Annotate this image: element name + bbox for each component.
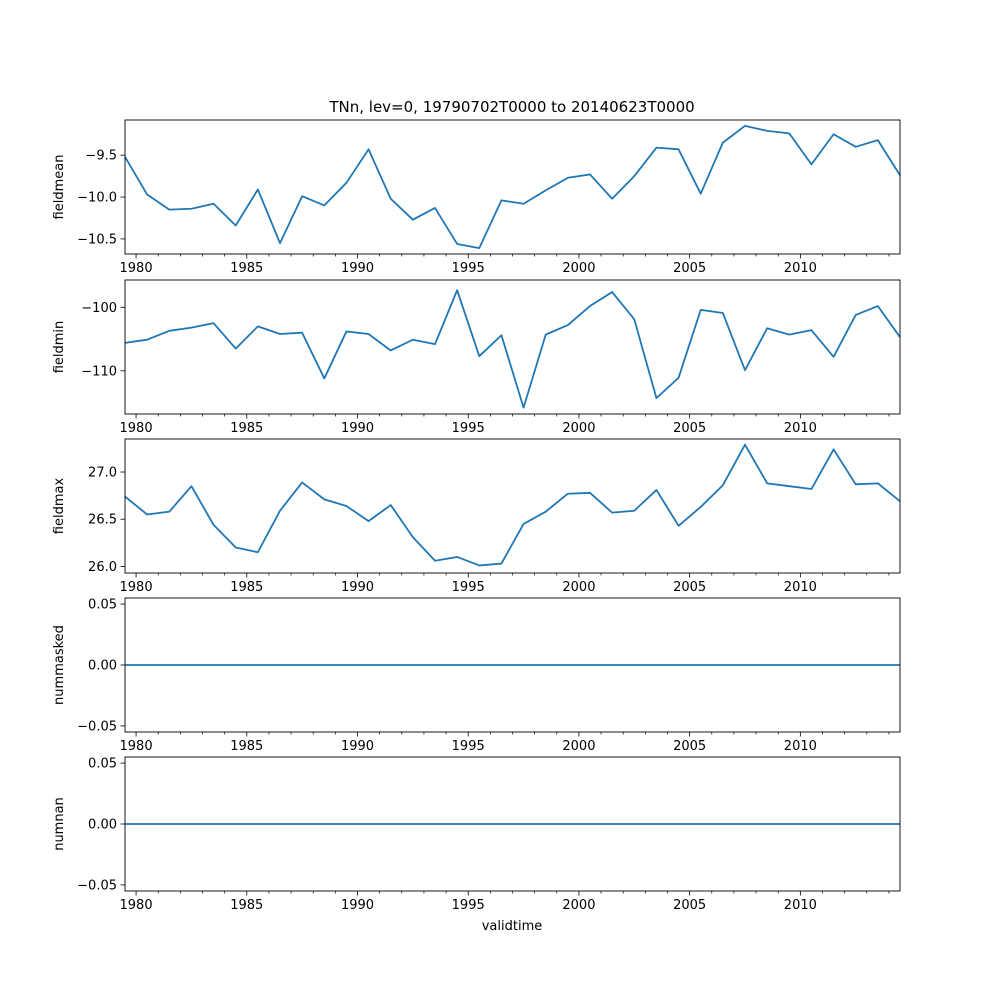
x-tick-label: 1985 <box>230 421 263 436</box>
x-tick-label: 1980 <box>120 739 153 754</box>
x-tick-label: 1990 <box>341 421 374 436</box>
y-tick-label: −110 <box>81 364 117 379</box>
y-axis-label-nummasked: nummasked <box>52 625 67 705</box>
y-tick-label: 26.5 <box>88 513 117 528</box>
x-tick-label: 1980 <box>120 898 153 913</box>
axes-frame <box>124 279 901 415</box>
x-tick-label: 2010 <box>784 261 817 276</box>
x-tick-label: 1985 <box>230 739 263 754</box>
series-line-fieldmean <box>124 124 901 250</box>
subplots: 1980 1985 1990 1995 2000 2005 2010 −10.5 −10.0 −9… <box>52 119 901 913</box>
x-tick-label: 2010 <box>784 739 817 754</box>
axes-frame <box>124 597 901 733</box>
x-tick-label: 2000 <box>562 898 595 913</box>
panel-fieldmax: 1980 1985 1990 1995 2000 2005 2010 26.0 26.5 27.0… <box>52 438 901 595</box>
x-axis-label: validtime <box>482 919 543 934</box>
y-tick-label: −0.05 <box>77 878 117 893</box>
panel-fieldmin: 1980 1985 1990 1995 2000 2005 2010 −110 −100 fiel… <box>52 279 901 436</box>
y-axis-label-fieldmean: fieldmean <box>52 155 67 220</box>
panel-fieldmean: 1980 1985 1990 1995 2000 2005 2010 −10.5 −10.0 −9… <box>52 119 901 276</box>
x-tick-label: 2010 <box>784 421 817 436</box>
chart-title: TNn, lev=0, 19790702T0000 to 20140623T00… <box>328 98 694 116</box>
axes-frame <box>124 438 901 574</box>
x-tick-label: 1995 <box>452 261 485 276</box>
y-tick-label: −10.5 <box>77 232 117 247</box>
x-tick-label: 2000 <box>562 739 595 754</box>
x-tick-label: 1995 <box>452 898 485 913</box>
x-tick-label: 2005 <box>673 898 706 913</box>
panel-numnan: 1980 1985 1990 1995 2000 2005 2010 −0.05 0.00 0.0… <box>52 756 901 913</box>
x-tick-label: 2005 <box>673 261 706 276</box>
x-tick-label: 2000 <box>562 261 595 276</box>
x-tick-label: 1990 <box>341 739 374 754</box>
x-tick-label: 1995 <box>452 739 485 754</box>
y-tick-label: 0.00 <box>88 818 117 833</box>
x-tick-label: 1990 <box>341 898 374 913</box>
x-tick-label: 1985 <box>230 898 263 913</box>
x-tick-label: 2010 <box>784 898 817 913</box>
y-tick-label: 26.0 <box>88 560 117 575</box>
axes-frame <box>124 119 901 255</box>
y-tick-label: 0.05 <box>88 598 117 613</box>
x-tick-label: 1985 <box>230 261 263 276</box>
series-line-fieldmin <box>124 289 901 409</box>
x-tick-label: 1980 <box>120 261 153 276</box>
x-tick-label: 1990 <box>341 261 374 276</box>
x-tick-label: 2005 <box>673 580 706 595</box>
x-tick-label: 1990 <box>341 580 374 595</box>
x-tick-label: 1995 <box>452 580 485 595</box>
x-tick-label: 2005 <box>673 421 706 436</box>
y-tick-label: −0.05 <box>77 719 117 734</box>
y-axis-label-fieldmin: fieldmin <box>52 321 67 374</box>
axes-frame <box>124 756 901 892</box>
y-tick-label: 27.0 <box>88 466 117 481</box>
x-tick-label: 2000 <box>562 580 595 595</box>
x-tick-label: 1980 <box>120 421 153 436</box>
x-tick-label: 1995 <box>452 421 485 436</box>
x-tick-label: 1985 <box>230 580 263 595</box>
series-line-fieldmax <box>124 443 901 567</box>
y-tick-label: −9.5 <box>85 149 117 164</box>
y-axis-label-numnan: numnan <box>52 797 67 851</box>
y-axis-label-fieldmax: fieldmax <box>52 478 67 535</box>
x-tick-label: 2010 <box>784 580 817 595</box>
y-tick-label: 0.05 <box>88 757 117 772</box>
y-tick-label: −10.0 <box>77 191 117 206</box>
x-tick-label: 2005 <box>673 739 706 754</box>
panel-nummasked: 1980 1985 1990 1995 2000 2005 2010 −0.05 0.00 0.0… <box>52 597 901 754</box>
x-tick-label: 2000 <box>562 421 595 436</box>
x-tick-label: 1980 <box>120 580 153 595</box>
y-tick-label: 0.00 <box>88 659 117 674</box>
y-tick-label: −100 <box>81 301 117 316</box>
